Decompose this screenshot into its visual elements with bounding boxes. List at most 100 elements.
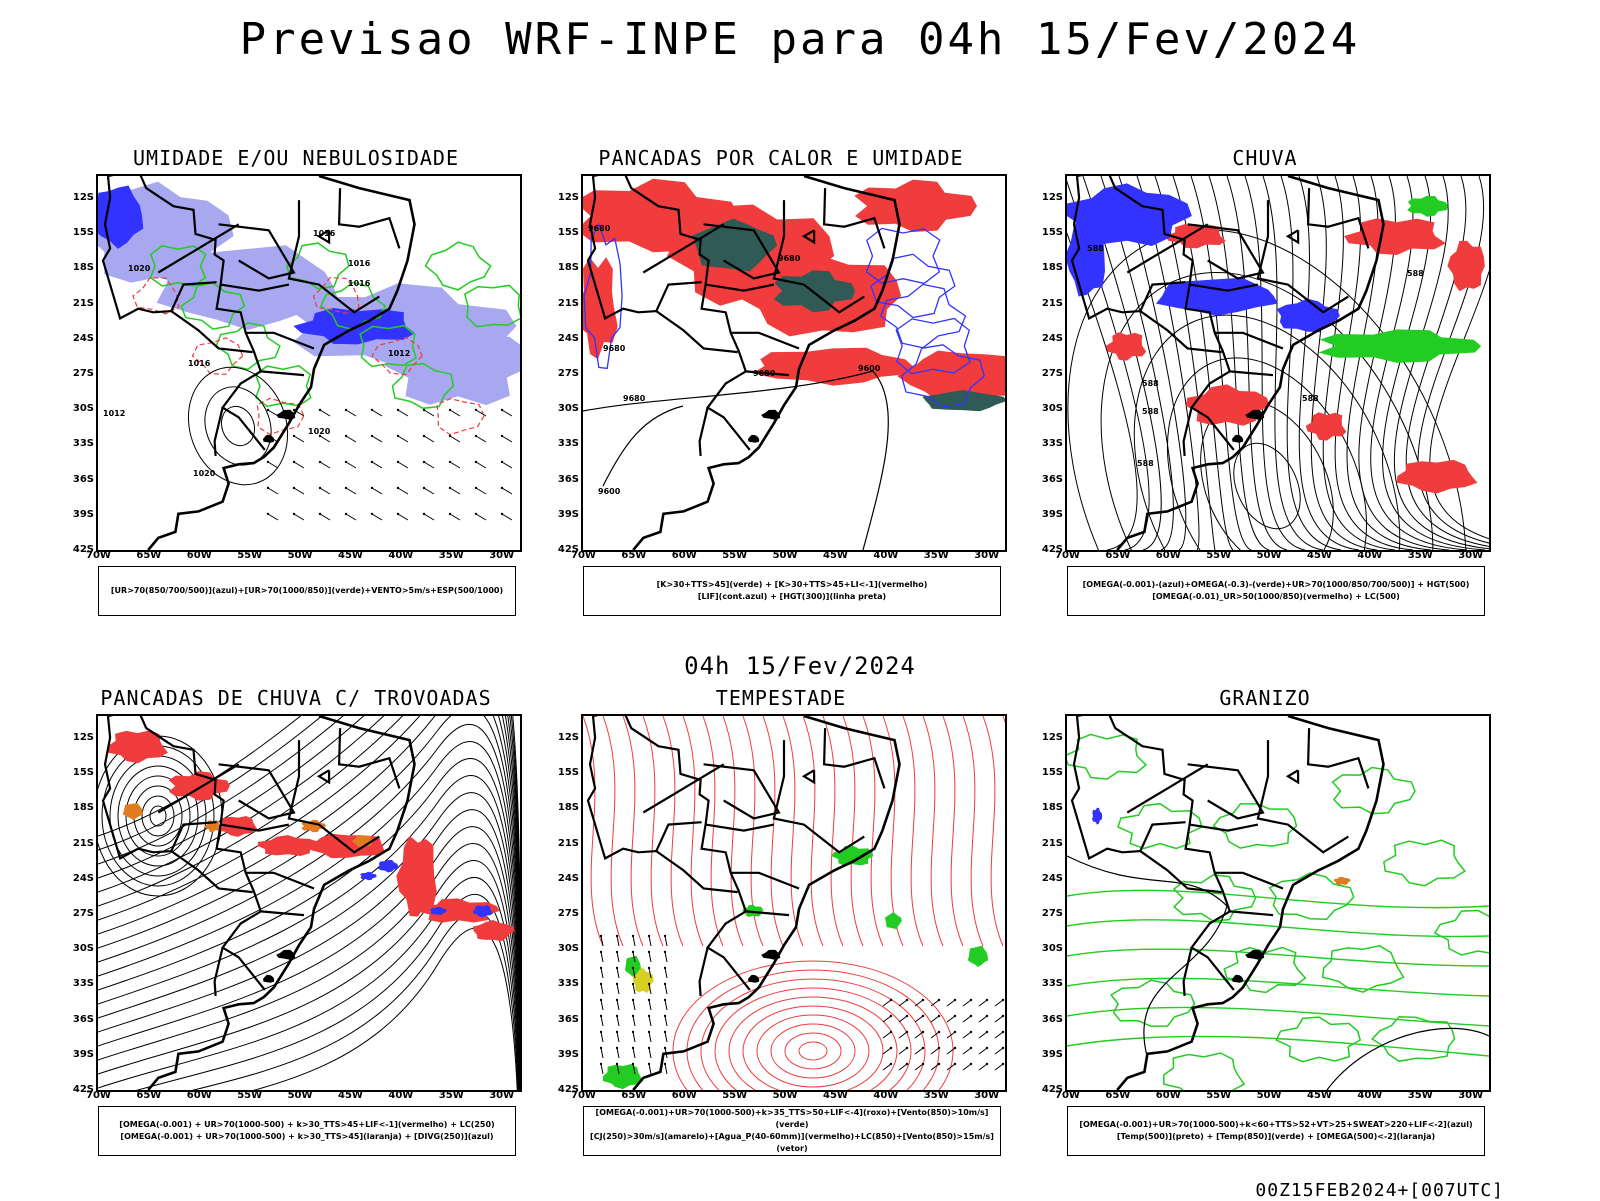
wind-arrowhead xyxy=(600,935,602,937)
wind-arrowhead xyxy=(664,951,666,953)
contour-label: 1012 xyxy=(103,409,125,418)
wind-vector xyxy=(883,1064,891,1070)
streamline xyxy=(771,1024,855,1078)
temperature-850-contour xyxy=(1111,980,1194,1026)
latitude-axis: 12S 15S 18S 21S 24S 27S 30S 33S 36S 39S 42S xyxy=(1029,174,1063,552)
longitude-tick-label: 35W xyxy=(924,1090,949,1101)
streamline xyxy=(98,724,520,1022)
wind-arrowhead xyxy=(906,1047,908,1049)
wind-vector xyxy=(450,514,460,520)
longitude-tick-label: 60W xyxy=(1156,1090,1181,1101)
map-chuva: 588 588 588 588 588 588 xyxy=(1065,174,1491,552)
streamline xyxy=(1003,716,1005,946)
wind-arrowhead xyxy=(600,983,602,985)
wind-arrowhead xyxy=(890,1015,892,1017)
latitude-tick-label: 24S xyxy=(60,333,94,344)
border-line xyxy=(215,408,223,456)
wind-vector xyxy=(601,1016,603,1026)
border-line xyxy=(289,740,379,852)
longitude-tick-label: 45W xyxy=(1307,1090,1332,1101)
lagoon xyxy=(748,975,759,983)
latitude-axis: 12S 15S 18S 21S 24S 27S 30S 33S 36S 39S 42S xyxy=(545,174,579,552)
panel-title: TEMPESTADE xyxy=(561,686,1001,710)
streamline xyxy=(98,716,520,1008)
latitude-tick-label: 36S xyxy=(60,474,94,485)
longitude-tick-label: 30W xyxy=(1458,550,1483,561)
streamline xyxy=(110,756,206,876)
wind-arrowhead xyxy=(632,967,634,969)
wind-vector xyxy=(979,1048,987,1054)
temperature-500-contour xyxy=(1067,856,1227,1056)
longitude-tick-label: 65W xyxy=(1105,1090,1130,1101)
wind-arrowhead xyxy=(501,409,503,411)
wind-arrowhead xyxy=(922,1031,924,1033)
height-contour xyxy=(603,406,683,486)
wind-vector xyxy=(649,1064,651,1074)
legend-box: [UR>70(850/700/500)](azul)+[UR>70(1000/8… xyxy=(98,566,516,616)
shaded-area xyxy=(1106,332,1147,360)
wind-vector xyxy=(883,1032,891,1038)
lagoon xyxy=(263,975,274,983)
latitude-tick-label: 18S xyxy=(60,262,94,273)
contour-label: 1020 xyxy=(128,264,151,273)
latitude-tick-label: 36S xyxy=(545,1014,579,1025)
wind-arrowhead xyxy=(906,1015,908,1017)
wind-vector xyxy=(947,1000,955,1006)
wind-arrowhead xyxy=(648,999,650,1001)
latitude-tick-label: 24S xyxy=(545,873,579,884)
latitude-tick-label: 30S xyxy=(545,943,579,954)
wind-vector xyxy=(372,514,382,520)
contour-line xyxy=(194,377,282,474)
wind-arrowhead xyxy=(632,999,634,1001)
border-line xyxy=(1230,911,1273,915)
longitude-tick-label: 70W xyxy=(1055,1090,1080,1101)
wind-arrowhead xyxy=(664,983,666,985)
latitude-tick-label: 33S xyxy=(1029,438,1063,449)
wind-arrowhead xyxy=(890,999,892,1001)
temperature-850-contour xyxy=(1384,840,1465,886)
wind-arrowhead xyxy=(986,999,988,1001)
streamline xyxy=(102,746,214,886)
wind-arrowhead xyxy=(632,1047,634,1049)
contour-label: 588 xyxy=(1087,244,1104,253)
wind-arrowhead xyxy=(616,1015,618,1017)
latitude-tick-label: 21S xyxy=(60,838,94,849)
wind-vector xyxy=(476,410,486,416)
contour-label: 588 xyxy=(1142,407,1159,416)
panel-title: CHUVA xyxy=(1045,146,1485,170)
wind-vector xyxy=(931,1000,939,1006)
border-line xyxy=(219,764,294,818)
longitude-tick-label: 40W xyxy=(873,1090,898,1101)
wind-arrowhead xyxy=(616,1063,618,1065)
wind-vector xyxy=(617,1032,619,1042)
wind-arrowhead xyxy=(501,487,503,489)
contour-label: 9680 xyxy=(603,344,626,353)
latitude-tick-label: 27S xyxy=(60,368,94,379)
latitude-tick-label: 27S xyxy=(60,908,94,919)
longitude-tick-label: 70W xyxy=(86,550,111,561)
latitude-tick-label: 36S xyxy=(1029,1014,1063,1025)
wind-vector xyxy=(346,488,356,494)
lagoon xyxy=(1232,975,1243,983)
wind-vector xyxy=(995,1032,1003,1038)
longitude-tick-label: 30W xyxy=(1458,1090,1483,1101)
latitude-tick-label: 33S xyxy=(1029,978,1063,989)
legend-line: [OMEGA(-0.001) + UR>70(1000-500) + k>30_… xyxy=(99,1119,515,1131)
wind-arrowhead xyxy=(954,999,956,1001)
longitude-tick-label: 50W xyxy=(288,550,313,561)
wind-vector xyxy=(665,952,667,962)
wind-arrowhead xyxy=(616,1047,618,1049)
wind-arrowhead xyxy=(345,461,347,463)
wind-vector xyxy=(320,514,330,520)
latitude-tick-label: 12S xyxy=(545,192,579,203)
longitude-tick-label: 45W xyxy=(1307,550,1332,561)
latitude-tick-label: 24S xyxy=(1029,873,1063,884)
wind-arrowhead xyxy=(648,1015,650,1017)
border-line xyxy=(643,764,723,812)
longitude-tick-label: 70W xyxy=(571,550,596,561)
wind-arrowhead xyxy=(449,487,451,489)
latitude-tick-label: 12S xyxy=(1029,192,1063,203)
wind-arrowhead xyxy=(600,1031,602,1033)
wind-vector xyxy=(963,1016,971,1022)
wind-arrowhead xyxy=(954,1047,956,1049)
